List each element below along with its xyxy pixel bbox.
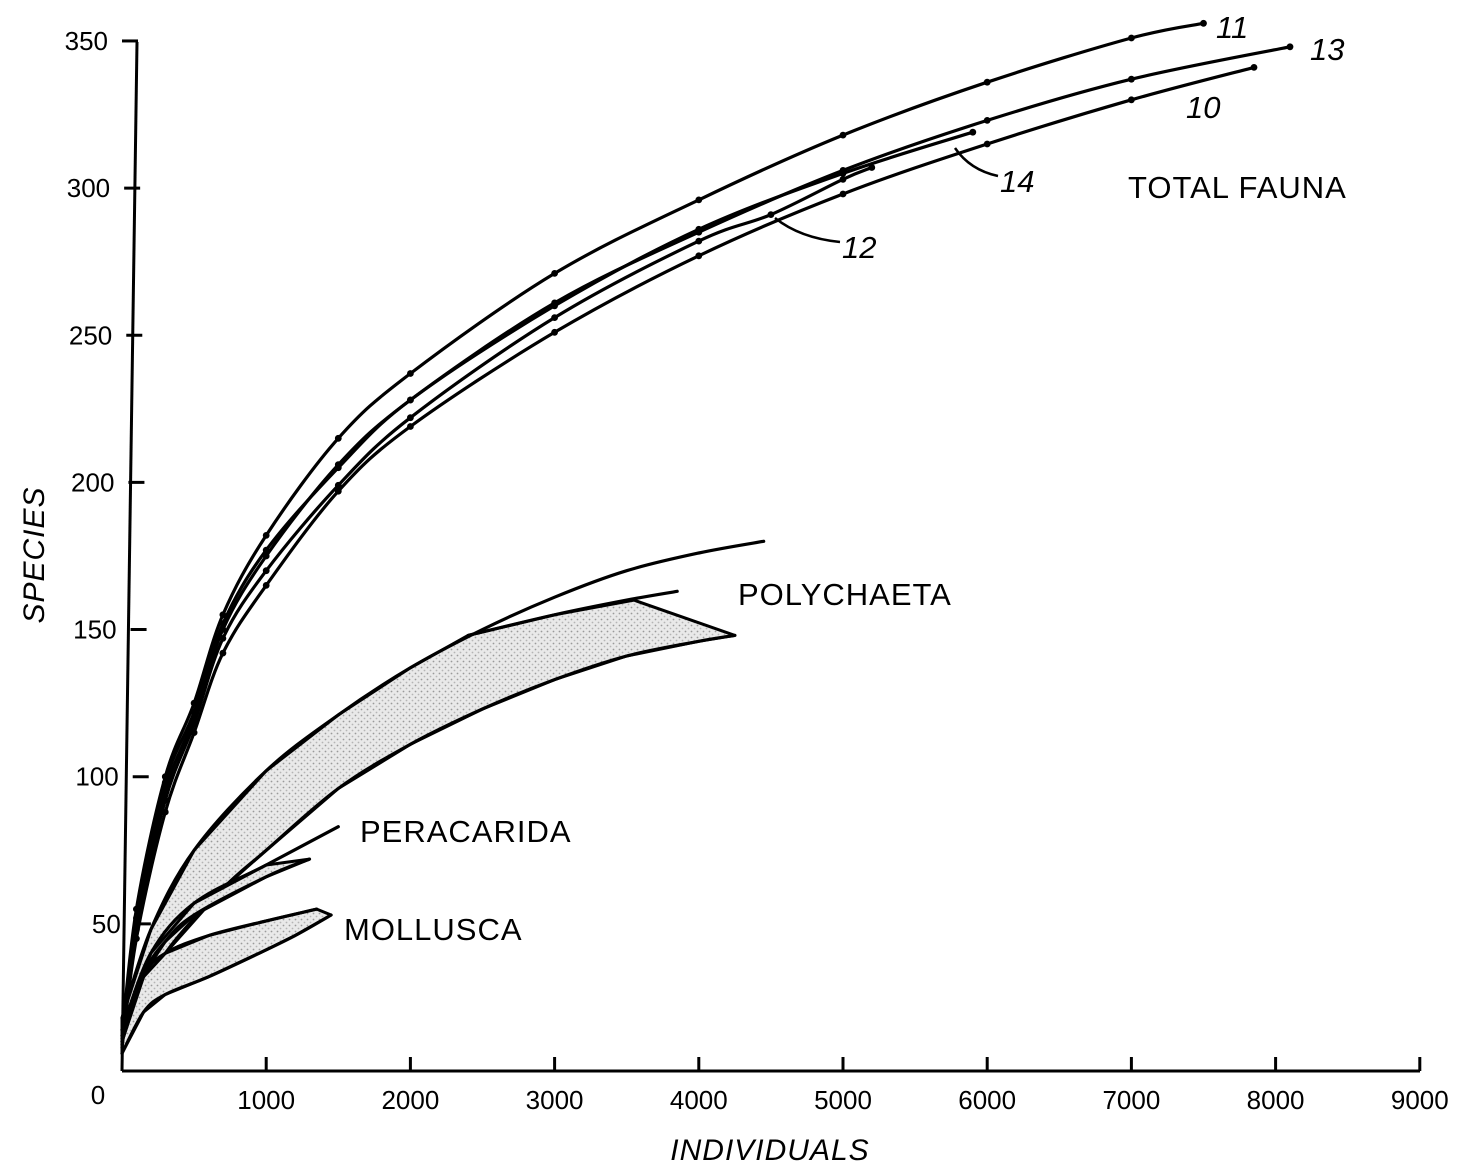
series-14-leader — [953, 147, 999, 178]
series-label-10: 10 — [1186, 90, 1220, 125]
series-11-point — [839, 131, 847, 139]
polychaeta-label: POLYCHAETA — [738, 577, 952, 612]
series-14-point — [969, 128, 977, 136]
series-10-point — [219, 649, 227, 657]
series-10-point — [1128, 96, 1135, 104]
peracarida-label: PERACARIDA — [360, 814, 572, 849]
series-14-point — [219, 620, 227, 628]
y-axis — [120, 41, 139, 1072]
group-bands — [120, 539, 766, 1055]
x-tick-label-2000: 2000 — [381, 1085, 439, 1115]
series-10-point — [551, 328, 558, 336]
series-12-point — [407, 414, 414, 422]
series-14-point — [133, 914, 140, 922]
mollusca-lower-curve — [120, 913, 333, 1055]
series-11-point — [262, 532, 270, 539]
series-10-point — [407, 423, 414, 430]
series-13-point — [1128, 75, 1135, 83]
series-label-13: 13 — [1310, 32, 1344, 67]
y-tick-label-350: 350 — [65, 26, 108, 56]
series-12-point — [695, 237, 703, 245]
series-10-point — [695, 252, 703, 260]
series-14-point — [262, 546, 270, 554]
x-tick-label-4000: 4000 — [670, 1085, 728, 1115]
x-tick-label-3000: 3000 — [526, 1085, 584, 1115]
x-tick-label-6000: 6000 — [958, 1085, 1016, 1115]
series-11-point — [334, 434, 342, 442]
series-12-point — [334, 481, 342, 489]
mollusca-label: MOLLUSCA — [344, 912, 523, 947]
series-10-point — [1250, 64, 1258, 71]
series-14-point — [334, 464, 342, 472]
series-13-point — [983, 117, 991, 124]
series-12-point — [767, 211, 775, 219]
series-label-11: 11 — [1216, 10, 1248, 45]
x-tick-label-8000: 8000 — [1247, 1085, 1305, 1115]
series-13-point — [1286, 43, 1294, 51]
series-14-point — [161, 779, 169, 786]
origin-label: 0 — [91, 1080, 105, 1110]
series-11-point — [983, 78, 991, 86]
y-tick-label-50: 50 — [92, 909, 121, 939]
total-fauna-curves — [120, 19, 1294, 1050]
series-11-point — [407, 370, 414, 377]
series-10-point — [983, 140, 991, 148]
mollusca-upper-curve — [120, 907, 319, 1044]
series-14-point — [839, 170, 847, 177]
series-10-line — [120, 65, 1256, 1050]
series-10-point — [334, 487, 342, 495]
polychaeta-upper-curve — [120, 539, 766, 1020]
total-fauna-label: TOTAL FAUNA — [1128, 170, 1347, 205]
x-axis-title: INDIVIDUALS — [670, 1134, 869, 1167]
series-12-point — [551, 314, 558, 321]
series-14-point — [551, 302, 558, 310]
series-11-point — [551, 270, 558, 277]
series-label-14: 14 — [1000, 164, 1034, 199]
axis-ticks: 1000 2000 3000 4000 5000 6000 7000 8000 90005010… — [65, 26, 1449, 1115]
series-11-point — [695, 196, 703, 204]
polychaeta-inner-curve — [466, 589, 679, 637]
series-12-point — [190, 720, 198, 728]
x-tick-label-7000: 7000 — [1102, 1085, 1160, 1115]
series-label-12: 12 — [842, 230, 876, 265]
x-tick-label-9000: 9000 — [1391, 1085, 1449, 1115]
series-12-point — [262, 567, 270, 575]
y-tick-label-150: 150 — [73, 615, 116, 645]
series-12-point — [839, 175, 847, 183]
y-tick-label-200: 200 — [71, 467, 114, 497]
series-14-point — [695, 225, 703, 233]
series-11-point — [1200, 19, 1207, 27]
y-axis-title: SPECIES — [18, 486, 51, 623]
y-tick-label-250: 250 — [69, 320, 112, 350]
series-14-point — [190, 708, 198, 716]
x-tick-label-5000: 5000 — [814, 1085, 872, 1115]
y-tick-label-100: 100 — [75, 762, 118, 792]
x-tick-label-1000: 1000 — [237, 1085, 295, 1115]
y-tick-label-300: 300 — [67, 173, 110, 203]
series-14-line — [120, 130, 975, 1041]
series-14-point — [407, 396, 414, 404]
series-12-leader — [774, 217, 841, 244]
peracarida-upper-curve — [120, 825, 340, 1032]
series-11-point — [1128, 34, 1135, 42]
series-10-point — [839, 190, 847, 198]
series-10-point — [262, 582, 270, 589]
series-12-point — [219, 635, 227, 642]
series-12-point — [161, 796, 169, 804]
